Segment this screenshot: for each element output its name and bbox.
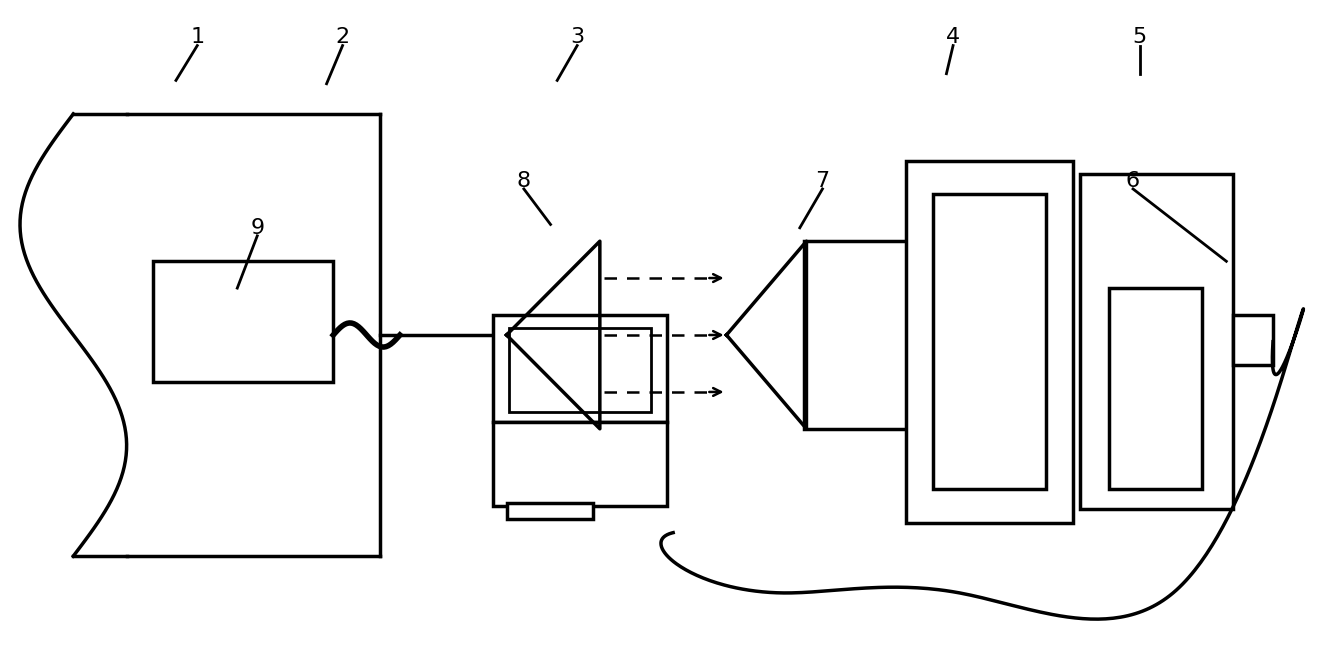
Bar [1080, 174, 1233, 509]
Bar [153, 261, 333, 382]
Text: 8: 8 [517, 171, 531, 191]
Bar [1109, 288, 1202, 489]
Bar [493, 422, 666, 506]
Text: 2: 2 [336, 27, 349, 47]
Text: 9: 9 [251, 218, 264, 238]
Bar [906, 161, 1073, 523]
Bar [804, 241, 917, 429]
Text: 1: 1 [191, 27, 204, 47]
Text: 3: 3 [571, 27, 584, 47]
Text: 6: 6 [1126, 171, 1140, 191]
Text: 5: 5 [1133, 27, 1146, 47]
Bar [933, 194, 1046, 489]
Bar [509, 328, 651, 412]
Text: 7: 7 [816, 171, 829, 191]
Bar [493, 315, 666, 422]
Text: 4: 4 [946, 27, 960, 47]
Bar [507, 502, 593, 519]
Bar [1233, 315, 1273, 365]
